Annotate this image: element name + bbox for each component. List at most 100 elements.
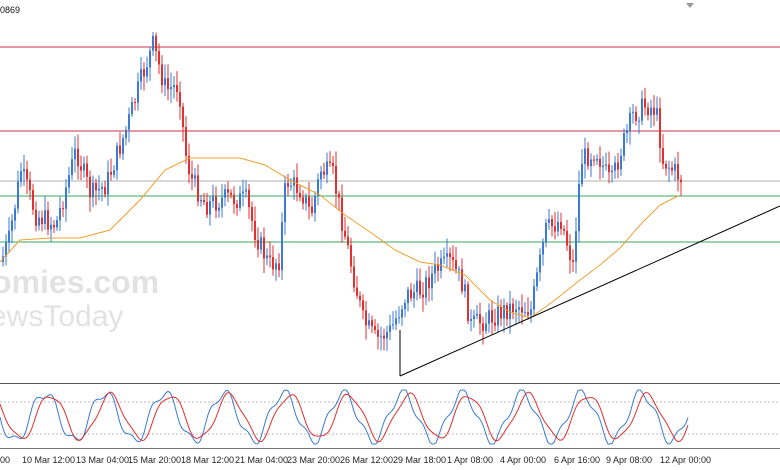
candle-body (446, 253, 448, 257)
candle-body (35, 209, 37, 226)
candle-body (359, 295, 361, 301)
candle-body (149, 50, 151, 68)
candle-body (155, 35, 157, 52)
candle-body (407, 289, 409, 303)
candle-body (617, 162, 619, 170)
time-tick-label: 10 Mar 12:00 (22, 455, 76, 465)
candle-body (350, 245, 352, 267)
candle-body (281, 222, 283, 271)
candle-body (290, 185, 292, 187)
candle-body (176, 85, 178, 93)
candle-body (608, 164, 610, 173)
stochastic-k-line (0, 389, 689, 445)
time-tick-label: 9 Apr 08:00 (606, 455, 653, 465)
candle-body (434, 264, 436, 274)
candle-body (119, 145, 121, 154)
candle-body (563, 229, 565, 231)
candle-body (656, 108, 658, 115)
candle-body (59, 208, 61, 221)
time-tick-label: 15 Mar 20:00 (128, 455, 182, 465)
candle-body (488, 310, 490, 324)
candle-body (68, 175, 70, 188)
candle-body (227, 189, 229, 193)
triangle-down-icon[interactable] (686, 3, 694, 8)
price-chart-pane[interactable]: 0869 omies.com ewsToday (0, 0, 780, 384)
candle-body (173, 85, 175, 88)
candle-body (245, 189, 247, 192)
candle-body (371, 320, 373, 327)
candle-body (539, 254, 541, 273)
candle-body (509, 303, 511, 320)
candle-body (659, 108, 661, 149)
candle-body (131, 102, 133, 115)
candle-body (113, 170, 115, 175)
candle-body (476, 314, 478, 316)
time-tick-label: 26 Mar 12:00 (340, 455, 394, 465)
candle-body (17, 181, 19, 209)
candle-body (161, 64, 163, 86)
candle-body (107, 171, 109, 195)
time-tick-label: 6 Apr 16:00 (554, 455, 601, 465)
stochastic-oscillator-pane[interactable] (0, 386, 780, 448)
candlestick-series (2, 32, 682, 351)
candle-body (344, 230, 346, 237)
candle-body (635, 111, 637, 121)
candle-body (236, 204, 238, 208)
candle-body (218, 207, 220, 211)
candle-body (542, 242, 544, 255)
candle-body (170, 87, 172, 90)
candle-body (383, 335, 385, 339)
candle-body (287, 183, 289, 187)
candle-body (260, 237, 262, 250)
candle-body (53, 224, 55, 228)
candle-body (545, 222, 547, 243)
candle-body (521, 307, 523, 313)
candle-body (353, 266, 355, 288)
candle-body (416, 280, 418, 293)
candle-body (356, 287, 358, 296)
candle-body (557, 222, 559, 232)
candle-body (629, 112, 631, 131)
candle-body (8, 230, 10, 243)
candle-body (38, 217, 40, 226)
candle-body (551, 219, 553, 227)
candle-body (317, 179, 319, 197)
candle-body (401, 309, 403, 318)
candle-body (602, 165, 604, 167)
candle-body (548, 219, 550, 223)
candle-body (74, 148, 76, 160)
candle-body (593, 159, 595, 161)
candle-body (578, 183, 580, 232)
candle-body (422, 294, 424, 298)
time-tick-label: 1 Apr 08:00 (447, 455, 494, 465)
candle-body (164, 78, 166, 86)
candle-body (23, 169, 25, 172)
candle-body (89, 176, 91, 198)
candle-body (590, 159, 592, 166)
candle-body (443, 256, 445, 259)
candle-body (428, 277, 430, 289)
candle-body (368, 320, 370, 326)
candle-body (257, 240, 259, 250)
candle-body (458, 269, 460, 271)
candle-body (128, 114, 130, 130)
candle-body (305, 196, 307, 204)
candle-body (44, 210, 46, 225)
candle-body (254, 220, 256, 241)
candle-body (626, 130, 628, 133)
candle-body (50, 224, 52, 230)
candle-body (461, 269, 463, 292)
candle-body (308, 196, 310, 207)
candle-body (140, 69, 142, 82)
candle-body (26, 169, 28, 180)
candle-body (239, 193, 241, 208)
time-tick-label: 00 (0, 455, 11, 465)
candle-body (473, 315, 475, 319)
candle-body (347, 236, 349, 246)
candle-body (125, 129, 127, 139)
candle-body (146, 67, 148, 77)
candle-body (479, 314, 481, 324)
candle-body (395, 318, 397, 325)
candle-body (143, 69, 145, 77)
